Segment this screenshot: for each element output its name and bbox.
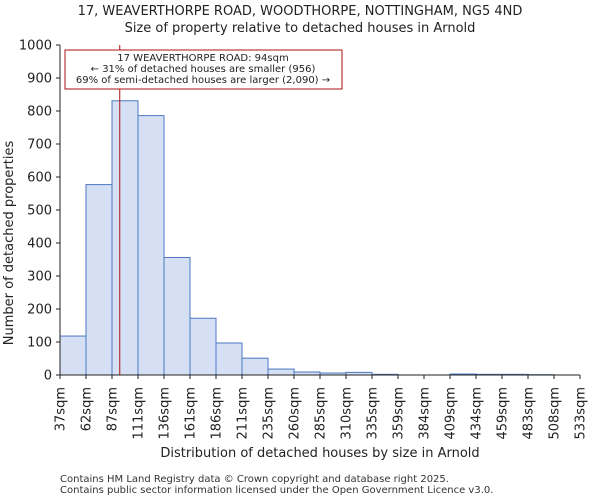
x-tick-label: 483sqm xyxy=(522,387,537,440)
x-tick-label: 285sqm xyxy=(314,387,329,440)
y-tick-label: 300 xyxy=(27,270,52,285)
y-tick-label: 700 xyxy=(27,138,52,153)
x-tick-label: 111sqm xyxy=(132,387,147,440)
x-tick-label: 211sqm xyxy=(236,387,251,440)
chart-subtitle: Size of property relative to detached ho… xyxy=(124,21,476,36)
x-tick-label: 161sqm xyxy=(184,387,199,440)
bar-161sqm xyxy=(189,317,217,376)
x-tick-label: 384sqm xyxy=(418,387,433,440)
bar-211sqm xyxy=(241,357,269,376)
x-tick-label: 62sqm xyxy=(80,387,95,431)
y-tick-label: 0 xyxy=(44,369,52,384)
bar-87sqm xyxy=(111,100,139,376)
x-tick-label: 87sqm xyxy=(106,387,121,431)
annotation-line-3: 69% of semi-detached houses are larger (… xyxy=(76,75,330,86)
y-tick-label: 100 xyxy=(27,336,52,351)
marker-annotation: 17 WEAVERTHORPE ROAD: 94sqm ← 31% of det… xyxy=(64,49,343,90)
bars-group xyxy=(59,100,555,376)
y-tick-label: 500 xyxy=(27,204,52,219)
bar-111sqm xyxy=(137,115,165,376)
x-tick-label: 136sqm xyxy=(158,387,173,440)
bar-186sqm xyxy=(215,342,243,376)
x-tick-label: 508sqm xyxy=(548,387,563,440)
x-tick-label: 235sqm xyxy=(262,387,277,440)
annotation-line-2: ← 31% of detached houses are smaller (95… xyxy=(91,64,316,75)
bar-62sqm xyxy=(85,184,113,376)
y-tick-label: 900 xyxy=(27,72,52,87)
chart-title: 17, WEAVERTHORPE ROAD, WOODTHORPE, NOTTI… xyxy=(77,4,523,19)
annotation-box xyxy=(64,49,343,90)
y-tick-label: 400 xyxy=(27,237,52,252)
y-tick-label: 200 xyxy=(27,303,52,318)
x-tick-label: 310sqm xyxy=(340,387,355,440)
x-tick-label: 459sqm xyxy=(496,387,511,440)
x-axis-ticks: 37sqm 62sqm 87sqm 111sqm 136sqm 161sqm 186sqm 2… xyxy=(54,375,589,440)
y-axis-ticks: 0 100 200 300 400 500 600 700 800 900 1000 xyxy=(19,39,60,384)
y-tick-label: 600 xyxy=(27,171,52,186)
x-axis-label: Distribution of detached houses by size … xyxy=(160,446,479,461)
y-axis-label: Number of detached properties xyxy=(2,141,17,346)
annotation-line-1: 17 WEAVERTHORPE ROAD: 94sqm xyxy=(117,53,288,64)
x-tick-label: 533sqm xyxy=(574,387,589,440)
x-tick-label: 359sqm xyxy=(392,387,407,440)
bar-235sqm xyxy=(267,368,295,376)
footer-line-2: Contains public sector information licen… xyxy=(60,485,494,496)
x-tick-label: 37sqm xyxy=(54,387,69,431)
y-tick-label: 800 xyxy=(27,105,52,120)
x-tick-label: 434sqm xyxy=(470,387,485,440)
x-tick-label: 409sqm xyxy=(444,387,459,440)
x-tick-label: 260sqm xyxy=(288,387,303,440)
y-tick-label: 1000 xyxy=(19,39,52,54)
x-tick-label: 186sqm xyxy=(210,387,225,440)
bar-136sqm xyxy=(163,257,191,376)
bar-37sqm xyxy=(59,335,87,376)
x-tick-label: 335sqm xyxy=(366,387,381,440)
footer-line-1: Contains HM Land Registry data © Crown c… xyxy=(60,474,449,485)
